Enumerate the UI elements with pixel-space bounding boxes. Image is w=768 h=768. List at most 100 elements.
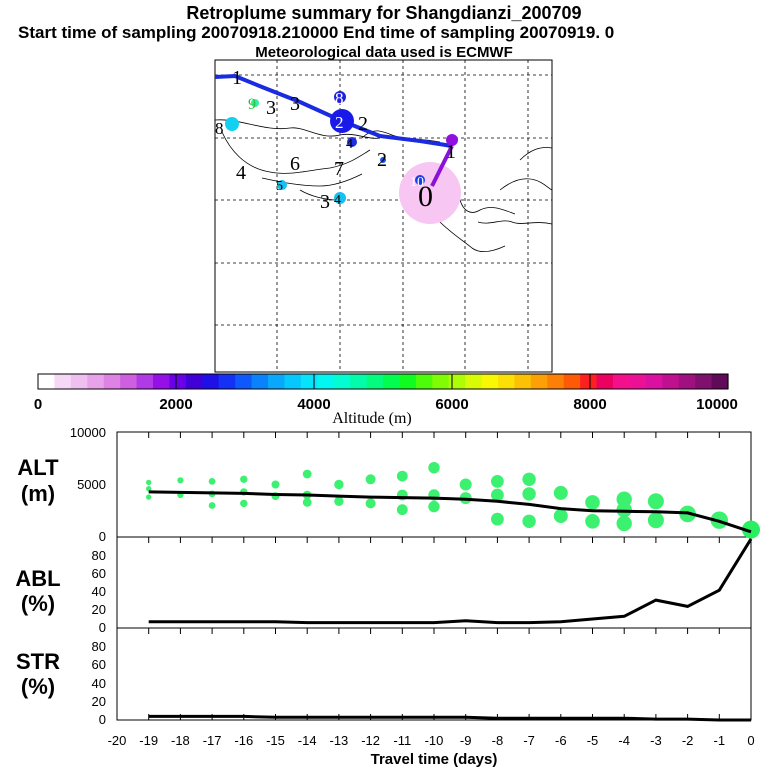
alt-cluster-dots [146,462,760,539]
alt-cluster-dot [208,478,216,485]
x-tick-label: -7 [523,733,535,748]
alt-cluster-dot [302,498,312,507]
colorbar-tick-label: 8000 [573,396,606,413]
alt-cluster-dot [146,494,152,500]
x-axis-label: Travel time (days) [371,751,498,768]
panels-frame [116,431,752,721]
colorbar-tick-label: 6000 [435,396,468,413]
cluster-label: 4 [236,162,246,184]
chart-title: Retroplume summary for Shangdianzi_20070… [186,3,582,23]
colorbar-cell [350,374,368,389]
colorbar-cell [678,374,696,389]
colorbar-frame [37,373,729,390]
colorbar-tick-label: 2000 [159,396,192,413]
x-tick-label: -10 [425,733,444,748]
colorbar-cell [218,374,236,389]
x-tick-label: -2 [682,733,694,748]
alt-panel-label: ALT [17,455,59,480]
colorbar-cell [87,374,105,389]
cluster-marker [251,99,259,107]
map-frame [214,59,553,373]
colorbar-cell [251,374,269,389]
colorbar-cell [695,374,713,389]
alt-cluster-dot [459,478,472,491]
alt-cluster-dot [522,472,536,486]
str-y-tick-label: 80 [92,639,106,654]
colorbar-cell [235,374,253,389]
cluster-label: 6 [290,153,300,175]
str-y-tick-label: 20 [92,694,106,709]
colorbar-cell [366,374,384,389]
abl-y-tick-label: 0 [99,620,106,635]
cluster-label: 4 [346,137,353,152]
trajectory-track [214,73,453,148]
cluster-label: 4 [334,193,341,208]
met-data-note: Meteorological data used is ECMWF [255,44,513,61]
alt-cluster-dot [365,474,376,485]
x-tick-label: 0 [747,733,754,748]
colorbar-cell [662,374,680,389]
colorbar-cell [530,374,548,389]
x-tick-label: -9 [460,733,472,748]
cluster-label: 3 [266,97,276,119]
alt-cluster-dot [553,485,568,500]
x-tick-label: -5 [587,733,599,748]
colorbar-cell [432,374,450,389]
alt-cluster-dot [334,496,344,506]
sampling-times: Start time of sampling 20070918.210000 E… [18,23,615,42]
alt-cluster-dot [428,462,440,474]
cluster-marker [225,117,239,131]
colorbar-cell [498,374,516,389]
alt-cluster-dot [647,512,664,529]
alt-cluster-dot [553,509,568,523]
alt-cluster-dot [271,480,280,489]
time-series-panels: ALT (m) ABL (%) STR (%) 10000 5000 0 80 … [15,425,760,768]
alt-cluster-dot [146,479,152,486]
x-tick-label: -16 [234,733,253,748]
x-tick-label: -4 [618,733,630,748]
alt-y-tick-label: 10000 [70,425,106,440]
cluster-label: 10 [410,175,424,190]
cluster-marker [446,134,458,146]
alt-cluster-dot [334,479,344,490]
colorbar-cell [613,374,631,389]
x-tick-label: -8 [492,733,504,748]
map-graticule [215,60,552,372]
trajectory-track-recent [430,145,454,187]
colorbar-cell [547,374,565,389]
colorbar-tick-label: 4000 [297,396,330,413]
altitude-colorbar: 0 2000 4000 6000 8000 10000 Altitude (m) [34,373,738,427]
cluster-marker [380,157,386,163]
plume-current [399,162,461,224]
colorbar-cell [70,374,88,389]
cluster-label: 2 [358,113,368,135]
x-tick-label: -17 [203,733,222,748]
alt-cluster-dot [240,475,248,483]
abl-y-tick-label: 60 [92,566,106,581]
alt-cluster-dot [146,486,152,492]
alt-cluster-dot [647,493,664,510]
colorbar-cell [284,374,302,389]
alt-cluster-dot [585,495,600,510]
colorbar-cells [38,374,729,389]
colorbar-cell [645,374,663,389]
map-panel: 1 3 9 3 8 8 2 2 4 6 7 5 2 3 4 4 10 1 0 [214,59,553,373]
cluster-marker [334,192,346,204]
alt-cluster-dot [396,470,408,482]
colorbar-cell [596,374,614,389]
cluster-marker [330,109,354,133]
str-y-tick-label: 40 [92,676,106,691]
str-y-tick-label: 60 [92,657,106,672]
colorbar-cell [383,374,401,389]
alt-cluster-dot [177,477,184,484]
colorbar-cell [481,374,499,389]
colorbar-cell [317,374,335,389]
abl-panel-label: ABL [15,566,60,591]
cluster-label: 1 [232,67,242,89]
abl-y-tick-label: 20 [92,602,106,617]
colorbar-cell [202,374,220,389]
abl-panel-unit: (%) [21,591,55,616]
colorbar-cell [333,374,351,389]
colorbar-cell [120,374,138,389]
cluster-markers [225,91,458,204]
